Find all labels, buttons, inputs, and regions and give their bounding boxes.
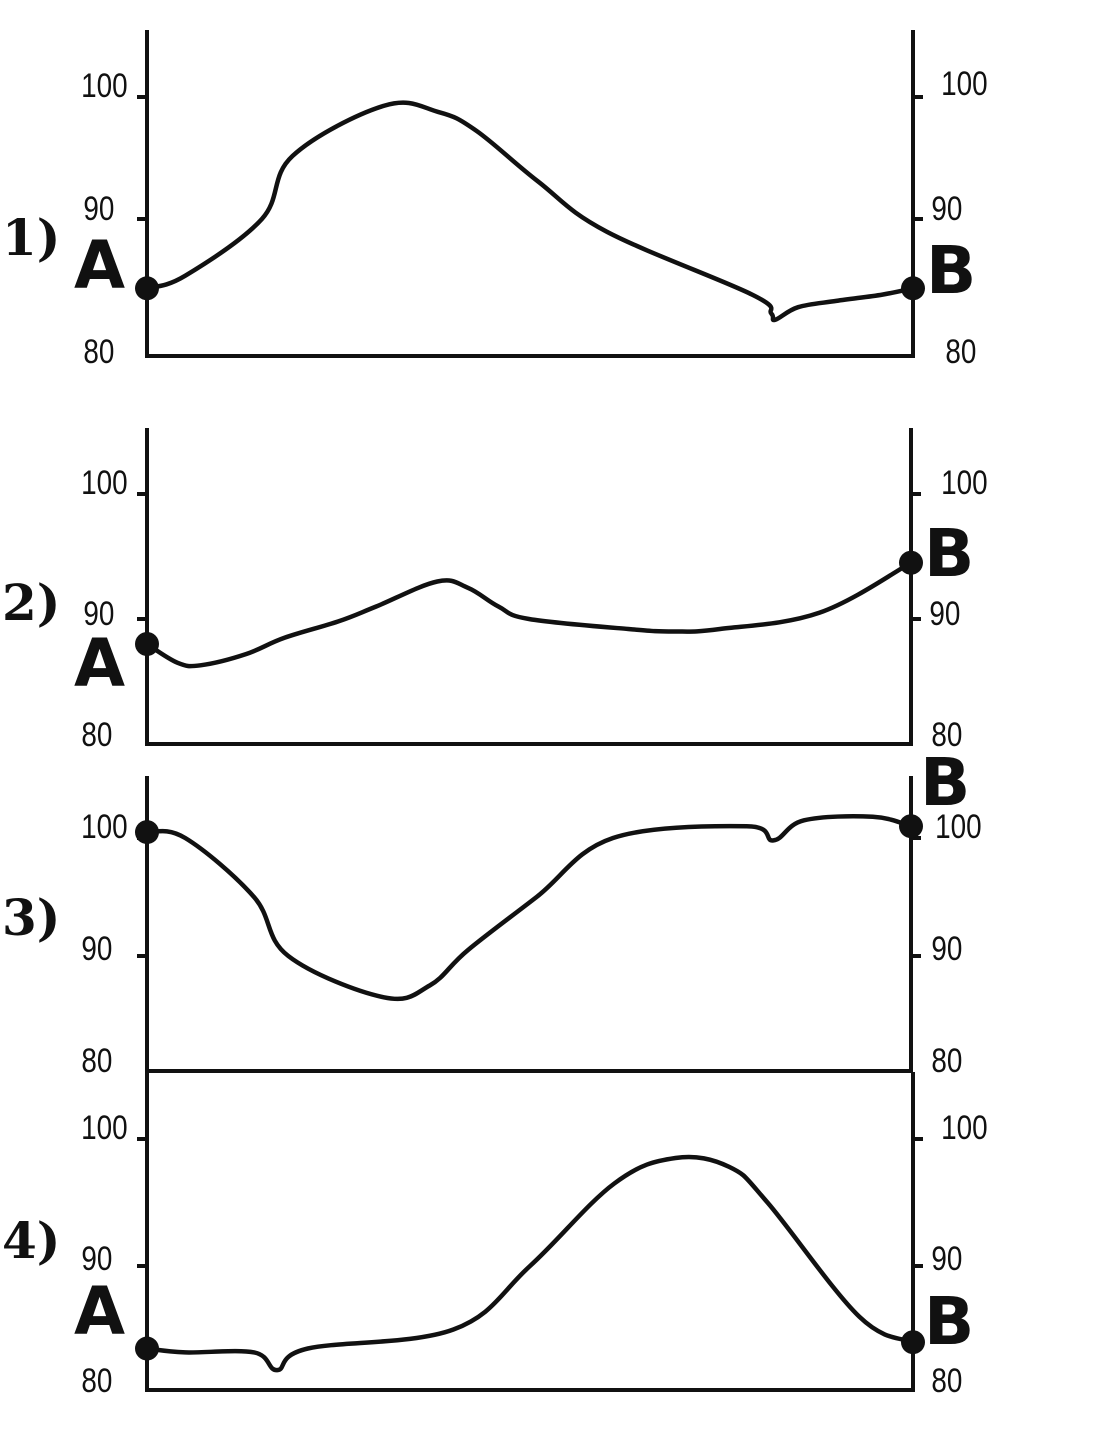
profile-line [144, 560, 914, 669]
point-a-marker [135, 276, 159, 301]
panel-label: 4) [2, 1211, 60, 1270]
ytick-left-80: 80 [81, 1041, 112, 1079]
point-b-label: B [920, 744, 970, 821]
chart-panel-4: 100 90 80 100 90 80 4) A B [2, 1072, 988, 1400]
ytick-right-100: 100 [941, 463, 988, 501]
point-a-label: A [74, 625, 125, 702]
ytick-right-80: 80 [945, 332, 976, 370]
ytick-right-90: 90 [931, 929, 962, 967]
point-a-label: A [74, 227, 125, 304]
point-b-marker [899, 550, 923, 575]
profile-line [144, 814, 914, 1002]
ytick-right-90: 90 [931, 1239, 962, 1277]
point-b-label: B [924, 515, 974, 592]
point-b-label: B [924, 1283, 974, 1360]
ytick-right-90: 90 [929, 594, 960, 632]
ytick-left-80: 80 [81, 1361, 112, 1399]
ytick-right-80: 80 [931, 715, 962, 753]
profile-line [144, 1154, 916, 1373]
chart-panel-1: 100 90 80 100 90 80 1) A B [2, 30, 988, 371]
ytick-right-90: 90 [931, 189, 962, 227]
ytick-right-80: 80 [931, 1361, 962, 1399]
ytick-left-90: 90 [81, 929, 112, 967]
profile-line [144, 100, 916, 323]
ytick-left-100: 100 [81, 463, 128, 501]
point-a-marker [135, 1336, 159, 1361]
ytick-left-90: 90 [83, 189, 114, 227]
chart-panel-2: 100 90 80 100 90 80 2) A B [2, 428, 988, 754]
panel-label: 2) [2, 573, 60, 632]
point-b-marker [899, 814, 923, 839]
ytick-left-100: 100 [81, 807, 128, 845]
point-b-marker [901, 276, 925, 301]
point-b-marker [901, 1330, 925, 1355]
panel-label: 1) [2, 208, 60, 267]
ytick-right-80: 80 [931, 1041, 962, 1079]
ytick-left-80: 80 [81, 715, 112, 753]
chart-panel-3: 100 90 80 100 90 80 3) B [2, 744, 982, 1080]
ytick-left-90: 90 [83, 594, 114, 632]
ytick-left-80: 80 [83, 332, 114, 370]
panel-label: 3) [2, 888, 60, 947]
point-a-label: A [74, 1273, 125, 1350]
ytick-right-100: 100 [941, 1108, 988, 1146]
point-b-label: B [926, 232, 976, 309]
point-a-marker [135, 820, 159, 845]
ytick-right-100: 100 [941, 64, 988, 102]
ytick-left-90: 90 [81, 1239, 112, 1277]
ytick-left-100: 100 [81, 1108, 128, 1146]
ytick-right-100: 100 [935, 807, 982, 845]
point-a-marker [135, 632, 159, 656]
ytick-left-100: 100 [81, 66, 128, 104]
